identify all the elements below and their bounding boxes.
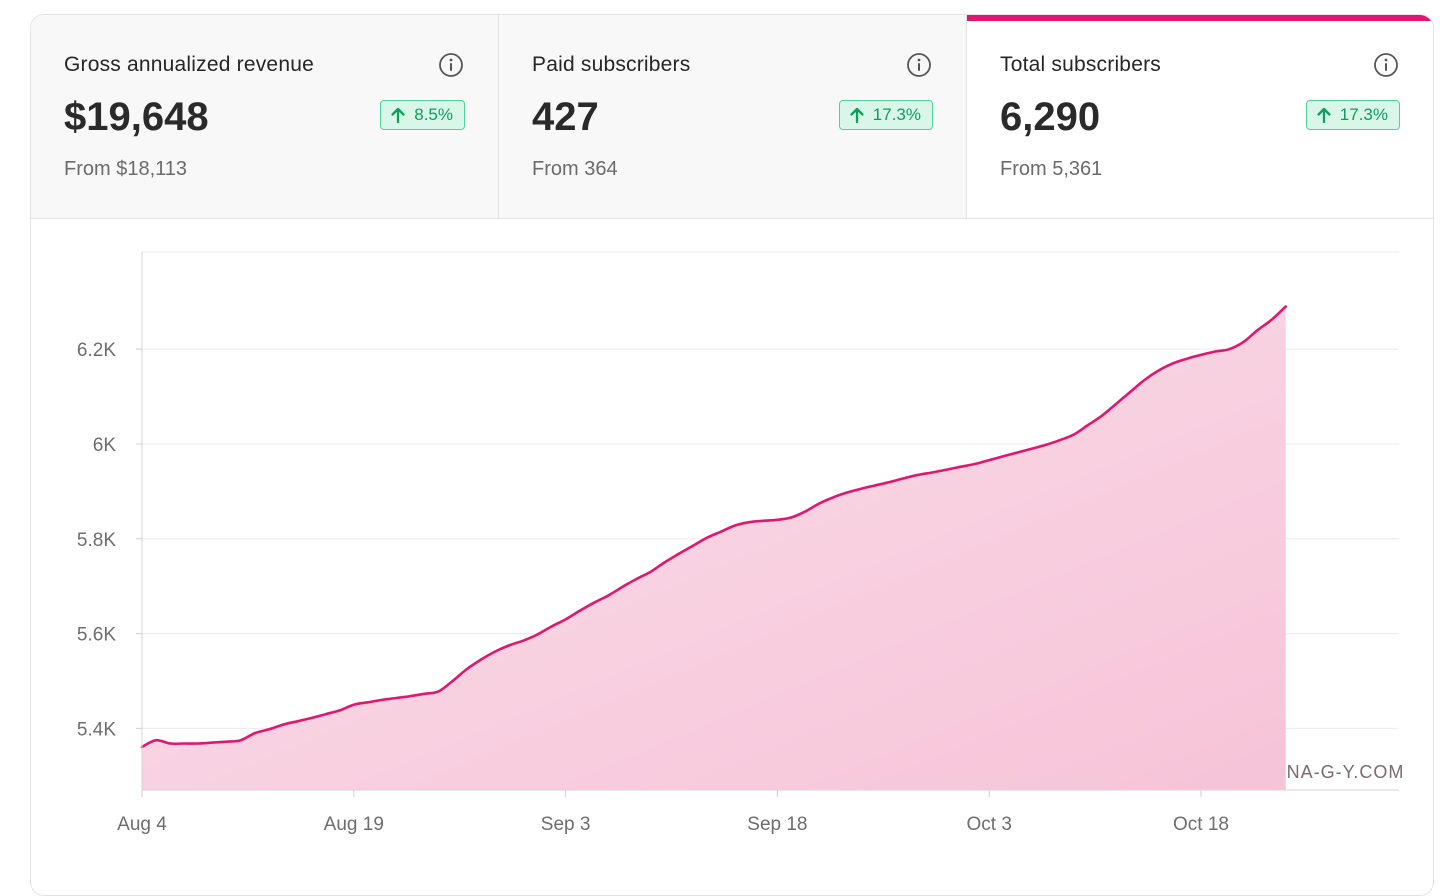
info-circle-icon[interactable] (906, 52, 932, 78)
tile-title: Gross annualized revenue (64, 53, 314, 77)
info-circle-icon[interactable] (1373, 52, 1399, 78)
active-tab-indicator (967, 15, 1433, 21)
metric-value: 6,290 (1000, 95, 1100, 140)
metric-value: $19,648 (64, 95, 209, 140)
metric-value: 427 (532, 95, 599, 140)
tile-title: Total subscribers (1000, 53, 1161, 77)
previous-value: From 364 (532, 158, 618, 181)
watermark-text: WWW.YANA-G-Y.COM (1203, 762, 1404, 783)
change-badge: 17.3% (1306, 100, 1400, 130)
change-value: 8.5% (414, 105, 453, 125)
change-value: 17.3% (1340, 105, 1388, 125)
change-badge: 17.3% (839, 100, 933, 130)
tile-total-subscribers[interactable]: Total subscribers 6,290 17.3% From 5,361 (967, 15, 1433, 218)
arrow-up-icon (390, 106, 406, 124)
metric-tiles: Gross annualized revenue $19,648 8.5% Fr… (31, 15, 1433, 219)
arrow-up-icon (1316, 106, 1332, 124)
arrow-up-icon (849, 106, 865, 124)
change-value: 17.3% (873, 105, 921, 125)
info-circle-icon[interactable] (438, 52, 464, 78)
bookmark-icon (1174, 764, 1190, 782)
tile-title: Paid subscribers (532, 53, 690, 77)
change-badge: 8.5% (380, 100, 465, 130)
subscriber-stats-card: Gross annualized revenue $19,648 8.5% Fr… (30, 14, 1434, 896)
tile-paid-subscribers[interactable]: Paid subscribers 427 17.3% From 364 (499, 15, 967, 218)
previous-value: From 5,361 (1000, 158, 1102, 181)
previous-value: From $18,113 (64, 158, 187, 181)
tile-gross-annualized-revenue[interactable]: Gross annualized revenue $19,648 8.5% Fr… (31, 15, 499, 218)
watermark: WWW.YANA-G-Y.COM (1174, 762, 1404, 783)
